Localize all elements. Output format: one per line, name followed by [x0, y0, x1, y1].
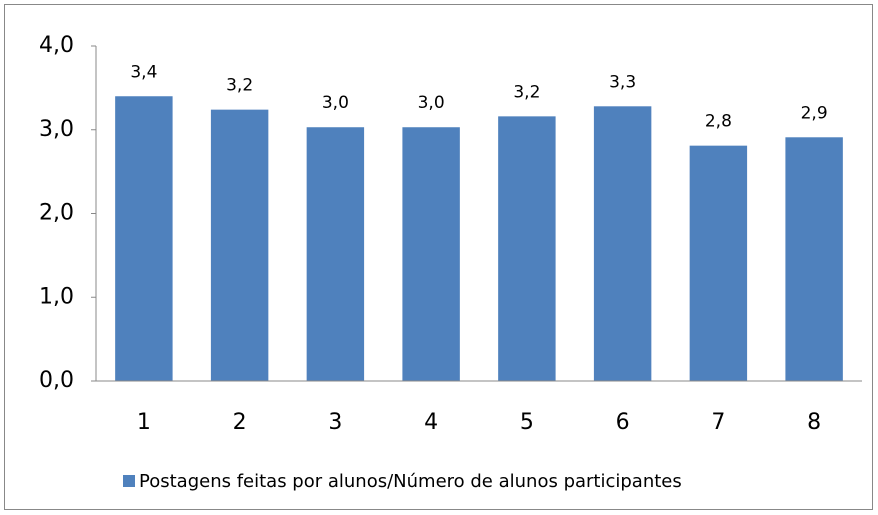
data-label: 3,4: [130, 62, 157, 82]
bar: [306, 127, 365, 381]
y-tick-label: 4,0: [39, 33, 74, 58]
x-tick-label: 6: [616, 410, 630, 435]
data-label: 3,0: [418, 93, 445, 113]
data-label: 3,2: [513, 82, 540, 102]
bar: [115, 96, 173, 381]
x-tick-label: 4: [424, 410, 438, 435]
y-tick-label: 0,0: [39, 368, 74, 393]
x-tick-label: 8: [807, 410, 821, 435]
bar: [785, 137, 843, 381]
y-tick-label: 2,0: [39, 201, 74, 226]
legend-swatch: [123, 475, 135, 487]
x-tick-label: 2: [233, 410, 247, 435]
bar: [498, 116, 556, 381]
x-tick-label: 5: [520, 410, 534, 435]
data-label: 2,8: [705, 112, 732, 132]
x-tick-label: 1: [137, 410, 151, 435]
y-tick-label: 1,0: [39, 284, 74, 309]
bar: [402, 127, 460, 381]
legend-label: Postagens feitas por alunos/Número de al…: [139, 471, 682, 492]
x-tick-label: 7: [711, 410, 725, 435]
data-label: 3,0: [322, 93, 349, 113]
x-tick-label: 3: [328, 410, 342, 435]
bar: [689, 145, 748, 381]
data-label: 2,9: [801, 103, 828, 123]
data-label: 3,3: [609, 72, 636, 92]
data-label: 3,2: [226, 76, 253, 96]
bar: [210, 109, 269, 382]
y-tick-label: 3,0: [39, 117, 74, 142]
bar: [593, 106, 652, 382]
